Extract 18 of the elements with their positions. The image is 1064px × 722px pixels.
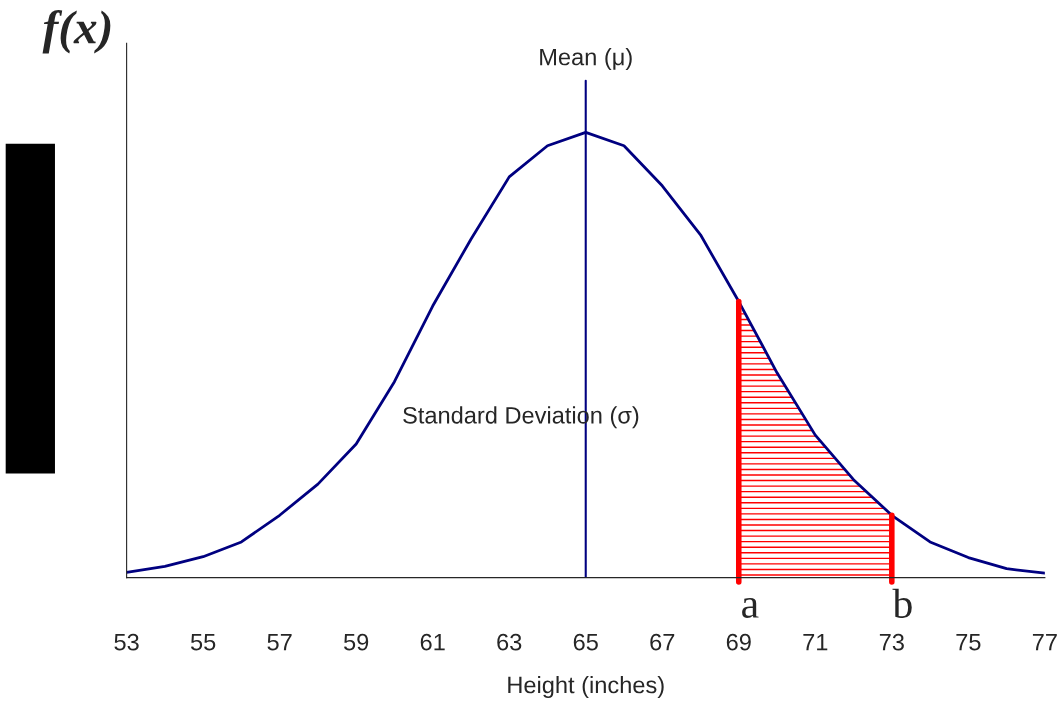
y-axis-title: f(x) xyxy=(42,10,111,54)
x-tick-label: 63 xyxy=(497,633,522,651)
x-tick-label: 69 xyxy=(726,633,751,651)
x-tick-label: 61 xyxy=(420,633,445,651)
x-axis-title: Height (inches) xyxy=(508,676,664,699)
x-tick-label: 65 xyxy=(573,633,598,651)
x-tick-label: 67 xyxy=(650,633,675,651)
x-tick-label: 75 xyxy=(956,634,981,651)
ref-line-label: Mean (μ) xyxy=(540,48,632,71)
x-tick-label: 73 xyxy=(879,633,904,651)
x-tick-label: 77 xyxy=(1032,634,1057,651)
text: a xyxy=(742,598,759,619)
x-tick-label: 71 xyxy=(803,634,828,651)
x-tick-label: 53 xyxy=(114,633,139,651)
x-tick-label: 55 xyxy=(190,634,216,651)
x-tick-label: 57 xyxy=(267,634,292,651)
text: b xyxy=(892,588,912,619)
x-tick-label: 59 xyxy=(343,633,369,651)
